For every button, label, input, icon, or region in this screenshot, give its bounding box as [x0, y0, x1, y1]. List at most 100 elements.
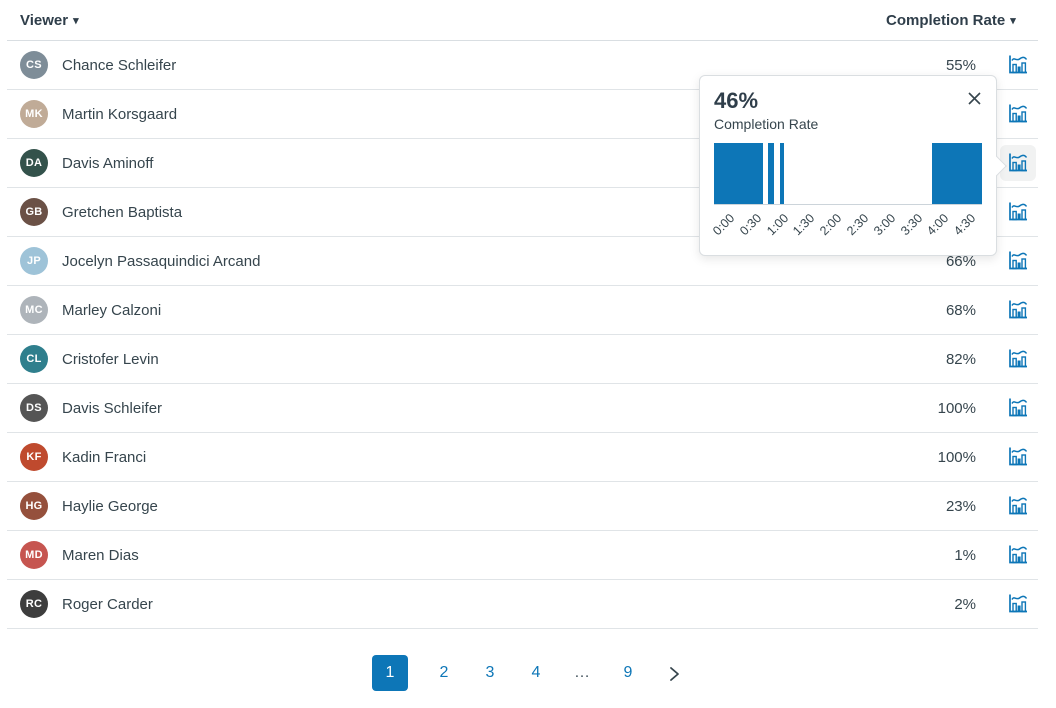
engagement-chart-button[interactable]: [1000, 292, 1036, 328]
chart-cell: [976, 341, 1038, 377]
chart-cell: [976, 47, 1038, 83]
completion-rate-value: 66%: [945, 252, 976, 270]
chart-cell: [976, 243, 1038, 279]
table-row: CL Cristofer Levin 82%: [7, 335, 1038, 384]
viewer-cell: JP Jocelyn Passaquindici Arcand: [7, 247, 886, 275]
completion-rate-value: 1%: [954, 546, 976, 564]
completion-rate-value: 68%: [945, 301, 976, 319]
close-icon[interactable]: [964, 88, 984, 108]
viewer-cell: HG Haylie George: [7, 492, 886, 520]
table-row: JP Jocelyn Passaquindici Arcand 66%: [7, 237, 1038, 286]
engagement-chart-button[interactable]: [1000, 341, 1036, 377]
table-header: Viewer ▾ Completion Rate ▾: [7, 0, 1038, 41]
chart-cell: [976, 292, 1038, 328]
viewer-cell: CL Cristofer Levin: [7, 345, 886, 373]
engagement-chart-button[interactable]: [1000, 586, 1036, 622]
viewer-name: Cristofer Levin: [62, 350, 159, 368]
chart-cell: [976, 390, 1038, 426]
engagement-chart-icon: [1006, 150, 1030, 177]
engagement-chart-icon: [1006, 346, 1030, 373]
avatar: KF: [20, 443, 48, 471]
table-row: DA Davis Aminoff: [7, 139, 1038, 188]
engagement-chart-icon: [1006, 52, 1030, 79]
popover-label: Completion Rate: [714, 116, 819, 132]
sort-caret-icon: ▾: [73, 14, 79, 27]
viewer-name: Haylie George: [62, 497, 158, 515]
chart-cell: [976, 488, 1038, 524]
completion-rate-value: 2%: [954, 595, 976, 613]
viewer-cell: MD Maren Dias: [7, 541, 886, 569]
table-body: CS Chance Schleifer 55% MK Martin Korsgaard D…: [7, 41, 1038, 629]
watched-segment: [768, 143, 775, 204]
engagement-chart-button[interactable]: [1000, 488, 1036, 524]
avatar: CS: [20, 51, 48, 79]
avatar: MD: [20, 541, 48, 569]
completion-rate-column-label: Completion Rate: [886, 11, 1006, 29]
table-row: MC Marley Calzoni 68%: [7, 286, 1038, 335]
engagement-chart-icon: [1006, 395, 1030, 422]
viewer-column-header[interactable]: Viewer ▾: [7, 12, 886, 29]
pagination-page-4[interactable]: 4: [526, 655, 546, 691]
completion-rate-value: 100%: [937, 448, 976, 466]
watched-segment: [780, 143, 784, 204]
avatar: HG: [20, 492, 48, 520]
viewer-cell: RC Roger Carder: [7, 590, 886, 618]
avatar: RC: [20, 590, 48, 618]
viewer-name: Gretchen Baptista: [62, 203, 183, 221]
viewer-name: Davis Schleifer: [62, 399, 163, 417]
engagement-chart-button[interactable]: [1000, 390, 1036, 426]
watched-segment: [932, 143, 982, 204]
avatar: DS: [20, 394, 48, 422]
table-row: MD Maren Dias 1%: [7, 531, 1038, 580]
pagination-page-9[interactable]: 9: [618, 655, 638, 691]
viewer-name: Davis Aminoff: [62, 154, 154, 172]
engagement-chart-button[interactable]: [1000, 96, 1036, 132]
chart-cell: [976, 194, 1038, 230]
viewer-name: Roger Carder: [62, 595, 153, 613]
viewer-cell: GB Gretchen Baptista: [7, 198, 886, 226]
viewer-name: Jocelyn Passaquindici Arcand: [62, 252, 261, 270]
popover-chart-xaxis: 0:00 0:30 1:00 1:30 2:00 2:30 3:00 3:30 4:00 4:30: [710, 211, 979, 239]
engagement-chart-button[interactable]: [1000, 145, 1036, 181]
viewer-name: Chance Schleifer: [62, 56, 177, 74]
engagement-chart-button[interactable]: [1000, 243, 1036, 279]
engagement-chart-button[interactable]: [1000, 194, 1036, 230]
table-row: GB Gretchen Baptista: [7, 188, 1038, 237]
avatar: GB: [20, 198, 48, 226]
pagination-ellipsis: …: [572, 655, 592, 691]
completion-rate-column-header[interactable]: Completion Rate ▾: [886, 12, 1038, 29]
engagement-chart-button[interactable]: [1000, 537, 1036, 573]
viewer-cell: KF Kadin Franci: [7, 443, 886, 471]
avatar: CL: [20, 345, 48, 373]
viewers-table: Viewer ▾ Completion Rate ▾ CS Chance Schlei…: [7, 0, 1038, 629]
viewer-cell: DA Davis Aminoff: [7, 149, 886, 177]
completion-rate-value: 55%: [945, 56, 976, 74]
chart-cell: [976, 439, 1038, 475]
chart-cell: [976, 145, 1038, 181]
viewer-name: Marley Calzoni: [62, 301, 162, 319]
chart-cell: [976, 96, 1038, 132]
engagement-chart-icon: [1006, 248, 1030, 275]
engagement-chart-button[interactable]: [1000, 439, 1036, 475]
viewer-name: Maren Dias: [62, 546, 139, 564]
viewer-cell: MK Martin Korsgaard: [7, 100, 886, 128]
completion-rate-value: 82%: [945, 350, 976, 368]
viewer-cell: CS Chance Schleifer: [7, 51, 886, 79]
table-row: MK Martin Korsgaard: [7, 90, 1038, 139]
engagement-chart-icon: [1006, 591, 1030, 618]
pagination-next-button[interactable]: [664, 655, 684, 691]
pagination-page-2[interactable]: 2: [434, 655, 454, 691]
pagination-page-3[interactable]: 3: [480, 655, 500, 691]
engagement-chart-icon: [1006, 542, 1030, 569]
engagement-chart-button[interactable]: [1000, 47, 1036, 83]
viewer-cell: DS Davis Schleifer: [7, 394, 886, 422]
completion-rate-value: 100%: [937, 399, 976, 417]
watched-segment: [714, 143, 763, 204]
pagination-page-1-current[interactable]: 1: [372, 655, 408, 691]
popover-chart-bars: [714, 143, 982, 205]
completion-rate-value: 23%: [945, 497, 976, 515]
table-row: DS Davis Schleifer 100%: [7, 384, 1038, 433]
avatar: DA: [20, 149, 48, 177]
sort-caret-icon: ▾: [1010, 14, 1016, 27]
table-row: KF Kadin Franci 100%: [7, 433, 1038, 482]
